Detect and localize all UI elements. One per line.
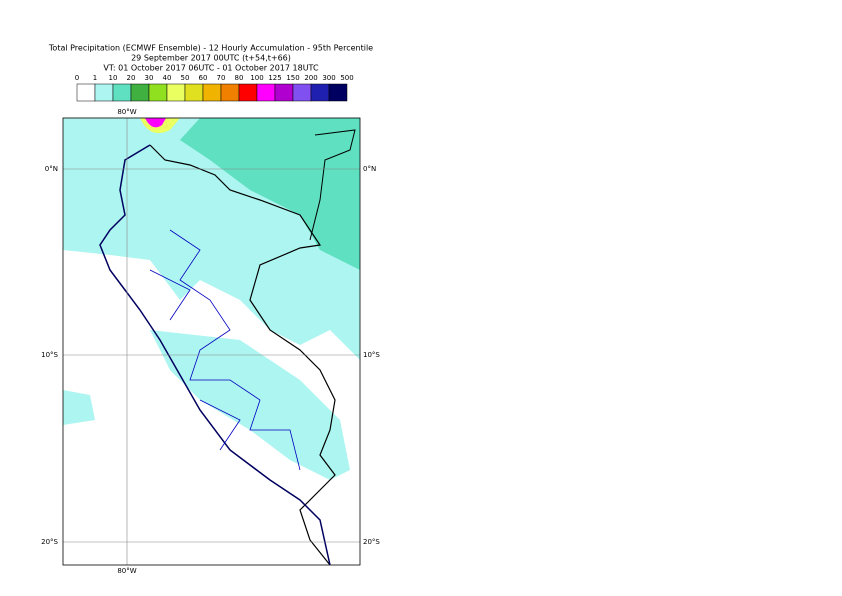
legend-swatch	[184, 83, 204, 102]
lat-label: 0°N	[363, 165, 376, 173]
legend-swatch	[310, 83, 330, 102]
legend-label: 150	[286, 74, 299, 82]
legend-swatch	[256, 83, 276, 102]
legend-swatch	[112, 83, 132, 102]
legend-label: 20	[127, 74, 136, 82]
run-info: 29 September 2017 00UTC (t+54,t+66)	[131, 54, 291, 63]
legend-label: 70	[217, 74, 226, 82]
valid-time: VT: 01 October 2017 06UTC - 01 October 2…	[103, 64, 319, 73]
legend-label: 60	[199, 74, 208, 82]
legend-label: 0	[75, 74, 79, 82]
legend-label: 100	[250, 74, 263, 82]
legend-swatch	[76, 83, 96, 102]
legend-swatch	[328, 83, 348, 102]
legend-swatch	[292, 83, 312, 102]
legend-label: 500	[340, 74, 353, 82]
legend-swatch	[166, 83, 186, 102]
legend-swatch	[148, 83, 168, 102]
legend-label: 125	[268, 74, 281, 82]
legend-label: 200	[304, 74, 317, 82]
lon-label: 80°W	[117, 567, 136, 575]
lat-label: 20°S	[363, 538, 380, 546]
legend-label: 300	[322, 74, 335, 82]
legend-label: 80	[235, 74, 244, 82]
lat-label: 20°S	[41, 538, 58, 546]
lon-label: 80°W	[117, 108, 136, 116]
lat-label: 0°N	[45, 165, 58, 173]
lat-label: 10°S	[363, 351, 380, 359]
legend-label: 40	[163, 74, 172, 82]
legend-label: 1	[93, 74, 97, 82]
legend: 0 1 10 20 30 40 50 60 70 80 100 125 150 200 300 500	[75, 74, 354, 102]
legend-label: 10	[109, 74, 118, 82]
legend-label: 30	[145, 74, 154, 82]
lat-label: 10°S	[41, 351, 58, 359]
map-frame	[62, 117, 361, 566]
map	[63, 118, 360, 565]
title: Total Precipitation (ECMWF Ensemble) - 1…	[48, 44, 373, 53]
legend-swatch	[94, 83, 114, 102]
legend-label: 50	[181, 74, 190, 82]
legend-swatch	[220, 83, 240, 102]
legend-swatch	[274, 83, 294, 102]
legend-swatch	[130, 83, 150, 102]
legend-swatch	[202, 83, 222, 102]
legend-swatch	[238, 83, 258, 102]
